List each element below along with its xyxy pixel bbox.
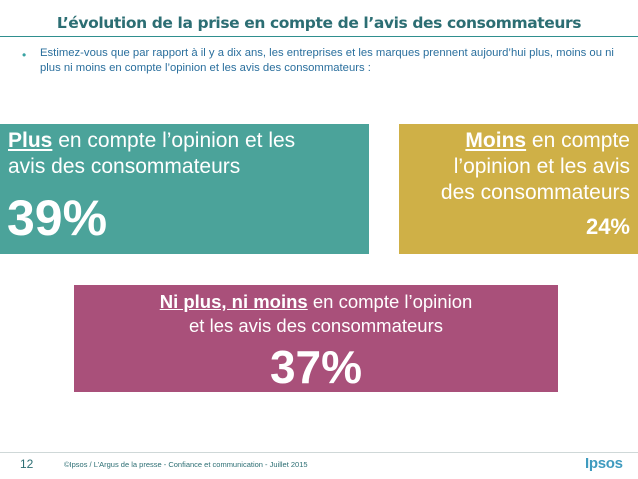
- plus-line-2: avis des consommateurs: [8, 155, 241, 178]
- plus-result-box: Plus en compte l’opinion et les avis des…: [0, 124, 369, 254]
- ni-line-1-rest: en compte l’opinion: [307, 291, 473, 312]
- moins-line-1: Moins en compte: [465, 128, 630, 154]
- moins-result-box: Moins en compte l’opinion et les avis de…: [399, 124, 638, 254]
- moins-keyword: Moins: [465, 129, 527, 152]
- plus-percent: 39%: [7, 190, 108, 246]
- moins-percent: 24%: [585, 214, 630, 239]
- ni-keyword: Ni plus, ni moins: [159, 291, 308, 312]
- copyright-notice: ©Ipsos / L’Argus de la presse - Confianc…: [64, 460, 308, 469]
- moins-line-3: des consommateurs: [440, 181, 630, 204]
- moins-line-1-rest: en compte: [526, 129, 630, 152]
- slide-title: L’évolution de la prise en compte de l’a…: [56, 14, 582, 32]
- title-divider: [0, 36, 638, 37]
- ni-percent: 37%: [269, 341, 363, 393]
- footer-divider: [0, 452, 638, 453]
- plus-keyword: Plus: [8, 129, 53, 152]
- ni-result-box: Ni plus, ni moins en compte l’opinion et…: [74, 285, 558, 393]
- ni-line-2: et les avis des consommateurs: [189, 315, 443, 336]
- bullet-icon: •: [22, 48, 27, 62]
- plus-line-1-rest: en compte l’opinion et les: [52, 129, 296, 152]
- survey-question: Estimez-vous que par rapport à il y a di…: [40, 47, 614, 74]
- page-number: 12: [20, 457, 34, 471]
- ni-line-1: Ni plus, ni moins en compte l’opinion: [74, 290, 558, 313]
- ipsos-logo: Ipsos: [585, 455, 623, 472]
- plus-line-1: Plus en compte l’opinion et les: [8, 128, 295, 154]
- moins-line-2: l’opinion et les avis: [453, 155, 630, 178]
